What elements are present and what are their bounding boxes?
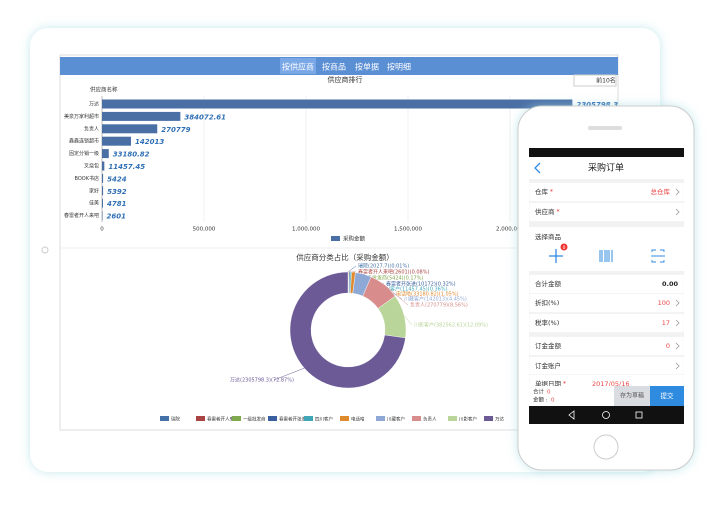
- legend-swatch: [232, 416, 241, 421]
- value-label: 11457.45: [108, 163, 145, 171]
- row-label: 税率(%): [535, 318, 559, 327]
- x-tick-label: 1,000,000: [292, 227, 320, 233]
- status-bar: [529, 148, 684, 157]
- bar: [102, 211, 103, 220]
- slice-label: 春雷者开人来吧(2601)(0.08%): [358, 269, 429, 276]
- legend-label: 万达: [495, 416, 504, 423]
- legend-label: 川影客户: [459, 416, 477, 423]
- slice-label: 瑞院(2027.7)(0.01%): [358, 263, 409, 270]
- legend-label: 四川客户: [315, 416, 333, 423]
- y-tick-label: 叉烧包: [84, 163, 99, 170]
- row-value: 0: [666, 342, 670, 350]
- total-label: 合计: [533, 388, 545, 396]
- x-tick-label: 1,500,000: [394, 227, 422, 233]
- legend-label: 负责人: [423, 416, 437, 423]
- bar: [102, 100, 572, 109]
- y-tick-label: 家好: [89, 187, 99, 194]
- y-tick-label: 美泉万家利超市: [64, 113, 99, 120]
- row-label: 供应商: [535, 207, 555, 216]
- bar: [102, 174, 103, 183]
- value-label: 33180.82: [113, 151, 150, 159]
- slice-label: 万达(2305798.3)(72.87%): [230, 377, 294, 384]
- legend-swatch: [412, 416, 421, 421]
- legend-label: 春雷者开张进: [279, 416, 306, 423]
- value-label: 4781: [107, 200, 127, 208]
- row-label: 合计金额: [535, 279, 562, 288]
- legend-label: 采购金额: [343, 235, 366, 243]
- slice-label: 负责人(270779)(8.56%): [410, 302, 468, 309]
- bar: [102, 199, 103, 208]
- amount-value: 0: [551, 398, 555, 404]
- y-tick-label: 负责人: [84, 125, 99, 132]
- required-mark: *: [557, 209, 560, 216]
- phone-speaker: [588, 126, 622, 130]
- y-tick-label: 佳美: [89, 200, 99, 207]
- legend-swatch: [340, 416, 349, 421]
- value-label: 5392: [107, 188, 127, 196]
- row-label: 订金账户: [535, 361, 561, 370]
- bar: [102, 186, 103, 195]
- bar: [102, 137, 131, 146]
- chart-title: 供应商分类占比（采购金额）: [296, 252, 394, 262]
- legend-swatch: [196, 416, 205, 421]
- badge-text: 0: [563, 245, 566, 251]
- required-mark: *: [550, 189, 553, 196]
- amount-label: 金额 :: [533, 396, 548, 404]
- chart-title: 供应商排行: [328, 75, 363, 84]
- page-title: 采购订单: [588, 162, 624, 174]
- y-tick-label: 万达: [89, 101, 99, 108]
- row-label: 折扣(%): [535, 298, 559, 307]
- legend-swatch: [484, 416, 493, 421]
- y-axis-title: 供应商名称: [90, 86, 118, 94]
- legend-label: 瑞院: [171, 416, 180, 423]
- value-label: 142013: [135, 138, 164, 146]
- value-label: 5424: [107, 175, 127, 183]
- bar: [102, 149, 109, 158]
- value-label: 384072.61: [184, 113, 226, 121]
- row-value: 总仓库: [651, 187, 671, 196]
- row-value: 0.00: [662, 280, 679, 288]
- total-value: 0: [547, 390, 551, 396]
- y-tick-label: BOOK书店: [75, 175, 100, 182]
- y-tick-label: 鑫鑫连锁超市: [69, 138, 99, 145]
- legend-swatch: [268, 416, 277, 421]
- tab[interactable]: 按供应商: [282, 62, 314, 72]
- y-tick-label: 固定分销一级: [69, 150, 99, 157]
- legend-swatch: [331, 236, 340, 241]
- tab[interactable]: 按单据: [355, 62, 379, 72]
- tab[interactable]: 按商品: [322, 62, 346, 72]
- top-label: 前10名: [596, 77, 616, 85]
- draft-button-label: 存为草稿: [620, 392, 644, 400]
- submit-button-label: 提交: [661, 391, 675, 400]
- legend-label: 川藏客户: [387, 416, 405, 423]
- legend-swatch: [376, 416, 385, 421]
- legend-swatch: [160, 416, 169, 421]
- row-value: 17: [662, 319, 670, 327]
- bar: [102, 162, 104, 171]
- legend-swatch: [304, 416, 313, 421]
- x-tick-label: 500,000: [193, 227, 216, 233]
- slice-label: 川藏客户(142013)(4.45%): [404, 296, 467, 303]
- value-label: 2601: [107, 213, 127, 221]
- goods-label: 选择商品: [535, 232, 561, 241]
- bar: [102, 112, 180, 121]
- row-label: 订金金额: [535, 341, 562, 350]
- tab[interactable]: 按明细: [387, 62, 411, 72]
- row-label: 仓库: [535, 187, 549, 196]
- legend-swatch: [448, 416, 457, 421]
- bar: [102, 124, 157, 133]
- slice-label: 川影客户(382562.61)(12.09%): [414, 322, 488, 329]
- legend-label: 一级批发商: [243, 416, 266, 423]
- value-label: 270779: [161, 126, 190, 134]
- x-tick-label: 0: [100, 227, 104, 233]
- row-value: 100: [658, 299, 670, 307]
- y-tick-label: 春雷者开人来吧: [64, 212, 99, 219]
- nav-bar: [529, 406, 684, 424]
- legend-label: 电话哈: [351, 416, 365, 423]
